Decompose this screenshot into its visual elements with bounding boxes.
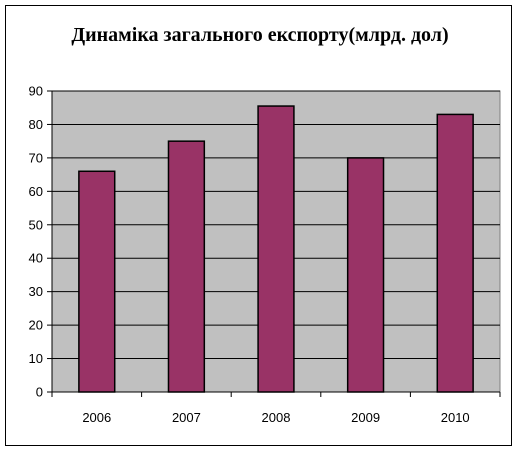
- x-tick-label: 2007: [172, 410, 201, 425]
- y-tick-label: 60: [29, 184, 43, 199]
- x-tick-label: 2009: [351, 410, 380, 425]
- x-tick-label: 2008: [262, 410, 291, 425]
- y-tick-label: 70: [29, 150, 43, 165]
- y-tick-label: 0: [36, 385, 43, 400]
- x-tick-label: 2010: [441, 410, 470, 425]
- y-tick-labels: 0 10 20 30 40 50 60 70 80 90: [29, 84, 43, 400]
- bar-2008: [257, 105, 295, 393]
- bar-2006: [78, 170, 116, 393]
- bar-2007: [167, 140, 206, 393]
- x-tick-label: 2006: [82, 410, 111, 425]
- y-tick-label: 80: [29, 117, 43, 132]
- x-tick-labels: 2006 2007 2008 2009 2010: [82, 410, 469, 425]
- y-tick-label: 90: [29, 84, 43, 99]
- bar-2009: [346, 157, 385, 393]
- y-tick-label: 20: [29, 318, 43, 333]
- y-tick-label: 50: [29, 217, 43, 232]
- y-tick-label: 10: [29, 351, 43, 366]
- bars: [78, 105, 474, 393]
- axes: [47, 90, 501, 397]
- chart-title: Динаміка загального експорту(млрд. дол): [71, 24, 449, 46]
- y-tick-label: 30: [29, 284, 43, 299]
- bar-2010: [436, 113, 474, 393]
- y-tick-label: 40: [29, 251, 43, 266]
